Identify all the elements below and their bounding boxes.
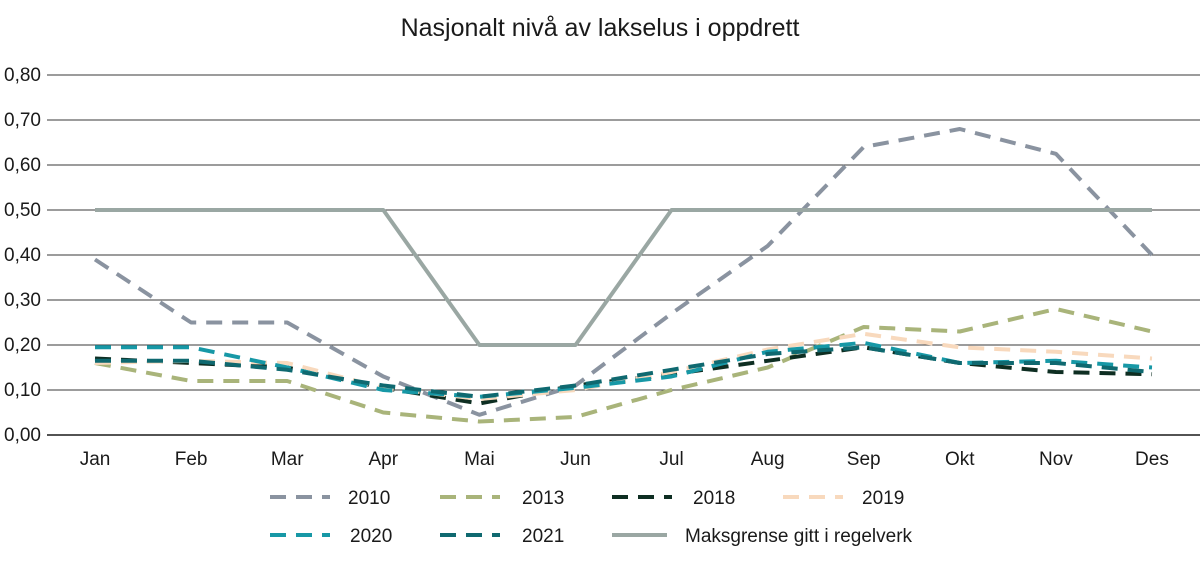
- legend-label: 2020: [350, 526, 392, 547]
- legend-item: 2020: [270, 526, 392, 547]
- series-lines: [93, 127, 1154, 424]
- series-2010: [93, 127, 1154, 417]
- x-tick-label: Jun: [560, 449, 591, 470]
- x-axis-ticks: Jan Feb Mar Apr Mai Jun Jul Aug Sep Okt Nov Des: [80, 449, 1169, 470]
- x-tick-label: Sep: [847, 449, 881, 470]
- legend-item: Maksgrense gitt i regelverk: [612, 526, 913, 547]
- x-tick-label: Okt: [945, 449, 975, 470]
- y-tick-label: 0,30: [4, 290, 41, 311]
- chart-title: Nasjonalt nivå av lakselus i oppdrett: [401, 14, 800, 42]
- legend-item: 2018: [612, 488, 735, 509]
- series-line: [94, 345, 1153, 406]
- y-tick-label: 0,80: [4, 65, 41, 86]
- legend-item: 2021: [440, 526, 564, 547]
- x-tick-label: Des: [1135, 449, 1169, 470]
- x-tick-label: Feb: [175, 449, 208, 470]
- legend-label: Maksgrense gitt i regelverk: [685, 526, 913, 547]
- legend-item: 2010: [270, 488, 390, 509]
- y-tick-label: 0,40: [4, 245, 41, 266]
- y-axis-ticks: 0,00 0,10 0,20 0,30 0,40 0,50 0,60 0,70 0,80: [4, 65, 41, 446]
- x-tick-label: Apr: [369, 449, 399, 470]
- x-tick-label: Mar: [271, 449, 304, 470]
- x-tick-label: Mai: [464, 449, 495, 470]
- series-2018: [94, 345, 1153, 406]
- x-tick-label: Jan: [80, 449, 111, 470]
- x-tick-label: Aug: [751, 449, 785, 470]
- legend-label: 2018: [693, 488, 735, 509]
- series-line: [93, 127, 1154, 417]
- y-tick-label: 0,60: [4, 155, 41, 176]
- series-maksgrense-gitt-i-regelverk: [94, 208, 1153, 347]
- x-tick-label: Nov: [1039, 449, 1073, 470]
- legend: 2010 2013 2018 2019 2020 2021 Maksgrense gitt …: [270, 488, 913, 547]
- series-2021: [94, 345, 1153, 399]
- y-tick-label: 0,00: [4, 425, 41, 446]
- legend-label: 2019: [862, 488, 904, 509]
- y-tick-label: 0,20: [4, 335, 41, 356]
- x-tick-label: Jul: [659, 449, 683, 470]
- series-line: [95, 208, 1152, 347]
- legend-item: 2013: [440, 488, 564, 509]
- legend-item: 2019: [783, 488, 904, 509]
- y-tick-label: 0,70: [4, 110, 41, 131]
- legend-label: 2010: [348, 488, 390, 509]
- legend-label: 2021: [522, 526, 564, 547]
- y-tick-label: 0,10: [4, 380, 41, 401]
- y-tick-label: 0,50: [4, 200, 41, 221]
- series-line: [95, 345, 1153, 399]
- legend-label: 2013: [522, 488, 564, 509]
